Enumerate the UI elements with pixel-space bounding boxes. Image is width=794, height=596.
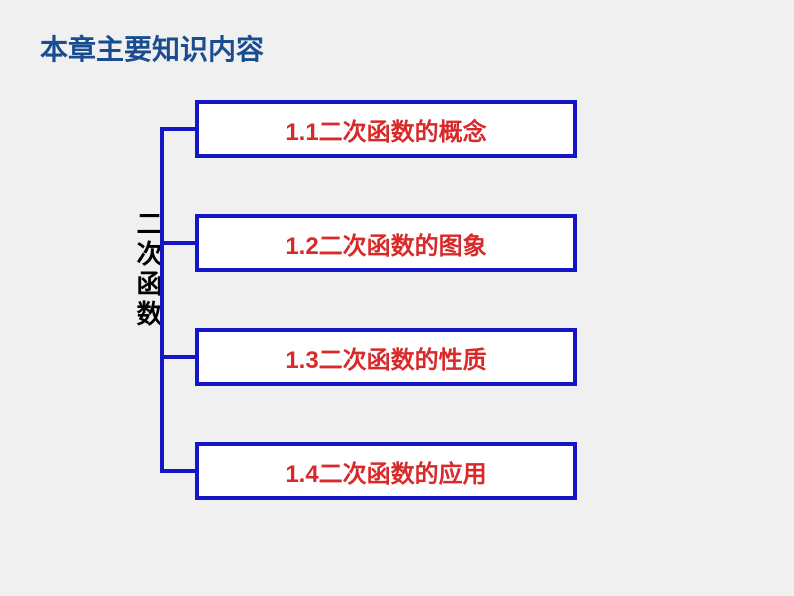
item-box: 1.4二次函数的应用 xyxy=(195,442,577,500)
bracket-segment xyxy=(160,127,164,473)
item-label: 1.3二次函数的性质 xyxy=(285,340,486,375)
item-label: 1.1二次函数的概念 xyxy=(285,112,486,147)
bracket-segment xyxy=(160,241,195,245)
bracket-segment xyxy=(160,127,195,131)
page-title: 本章主要知识内容 xyxy=(40,28,264,68)
item-box: 1.1二次函数的概念 xyxy=(195,100,577,158)
item-box: 1.2二次函数的图象 xyxy=(195,214,577,272)
item-label: 1.2二次函数的图象 xyxy=(285,226,486,261)
bracket-segment xyxy=(160,355,195,359)
bracket-segment xyxy=(160,469,195,473)
item-box: 1.3二次函数的性质 xyxy=(195,328,577,386)
item-label: 1.4二次函数的应用 xyxy=(285,454,486,489)
